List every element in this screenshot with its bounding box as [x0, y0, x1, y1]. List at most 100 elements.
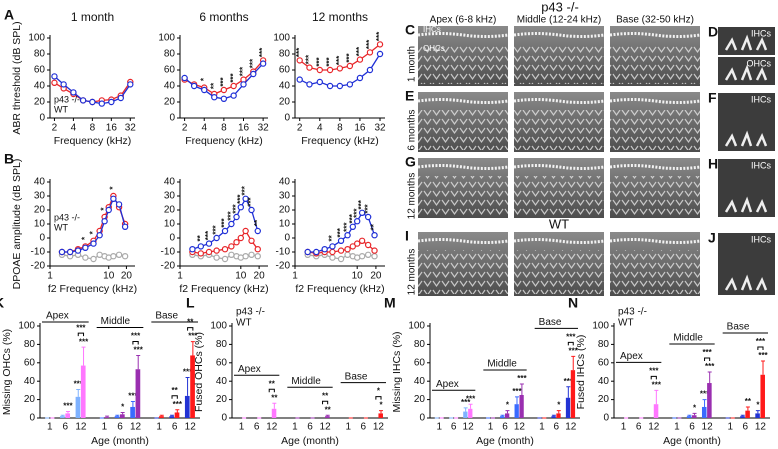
bar — [174, 412, 180, 418]
data-point — [98, 100, 106, 107]
bar — [65, 413, 71, 418]
data-point — [376, 50, 384, 58]
error-bar — [654, 389, 659, 405]
data-point — [346, 62, 354, 70]
data-point — [242, 253, 249, 260]
error-bar — [170, 414, 175, 417]
y-tick-label: 80 — [216, 339, 228, 350]
significance: *** — [63, 402, 73, 411]
significance: *** — [345, 52, 354, 62]
x-tick-label: 1 — [727, 422, 733, 433]
x-tick-label: 20 — [370, 271, 382, 282]
data-point — [115, 201, 123, 208]
error-bar — [500, 414, 505, 417]
inner-hair-cells — [609, 238, 701, 244]
inner-hair-cells — [417, 98, 509, 104]
bar — [692, 415, 697, 418]
stereocilia — [724, 274, 768, 291]
significance: *** — [173, 400, 183, 409]
x-axis-label: Age (month) — [476, 435, 534, 447]
micrograph-label: OHCs — [747, 58, 772, 68]
x-tick-label: 12 — [755, 422, 767, 433]
group-label: Middle — [101, 316, 131, 327]
y-tick-label: 0 — [169, 113, 175, 124]
data-point — [254, 227, 261, 235]
legend-label: p43 -/- — [54, 94, 80, 104]
data-point — [213, 234, 220, 242]
y-tick-label: -20 — [276, 261, 291, 272]
data-point — [329, 243, 336, 250]
y-tick-label: 20 — [34, 205, 46, 216]
x-tick-label: 1 — [292, 271, 298, 282]
stereocilia — [724, 34, 768, 51]
data-point — [356, 74, 364, 82]
error-bar — [272, 402, 277, 409]
significance: * — [100, 207, 109, 211]
comparison-bracket — [132, 340, 139, 345]
significance: *** — [247, 196, 256, 206]
data-point — [376, 41, 384, 48]
data-point — [321, 245, 328, 253]
data-point — [115, 251, 123, 258]
y-tick-label: 100 — [28, 33, 45, 44]
data-point — [296, 76, 303, 83]
micrograph-label: IHCs — [423, 25, 441, 34]
significance: *** — [204, 230, 213, 240]
data-point — [213, 254, 220, 261]
error-bar — [707, 371, 712, 384]
data-point — [213, 247, 220, 254]
bar — [325, 416, 330, 418]
significance: *** — [226, 210, 235, 220]
panel-letter: C — [405, 22, 415, 38]
micrograph-label: IHCs — [751, 94, 771, 104]
x-tick-label: 6 — [636, 422, 642, 433]
data-point — [221, 227, 229, 235]
x-tick-label: 8 — [90, 123, 96, 134]
data-point — [101, 217, 108, 225]
data-point — [79, 97, 87, 104]
panel-letter: J — [708, 230, 716, 246]
bar — [184, 395, 190, 418]
comparison-bracket — [375, 396, 382, 400]
data-point — [353, 217, 361, 225]
data-point — [110, 253, 117, 260]
comparison-bracket — [322, 400, 329, 405]
data-point — [237, 203, 245, 211]
x-tick-label: 6 — [63, 422, 69, 433]
significance: *** — [365, 39, 374, 49]
legend-label: WT — [618, 318, 634, 329]
bar — [514, 404, 519, 418]
x-tick-label: 4 — [201, 123, 207, 134]
significance: *** — [336, 227, 345, 237]
significance: *** — [74, 380, 84, 389]
comparison-label: *** — [702, 348, 712, 357]
panel-letter: N — [568, 295, 578, 311]
x-tick-label: 6 — [743, 422, 749, 433]
data-point — [329, 248, 336, 256]
group-label: Base — [539, 317, 562, 328]
panel-letter: D — [708, 24, 718, 40]
x-tick-label: 6 — [307, 422, 313, 433]
error-bar — [65, 411, 70, 414]
x-tick-label: 6 — [254, 422, 260, 433]
data-point — [326, 66, 334, 74]
y-tick-label: 40 — [34, 81, 46, 92]
error-bar — [463, 407, 468, 412]
data-point — [58, 248, 66, 256]
data-point — [371, 247, 378, 254]
x-axis-label: Age (month) — [281, 435, 339, 447]
x-tick-label: 12 — [185, 422, 197, 433]
y-axis-label: Missing IHCs (%) — [391, 331, 403, 412]
y-tick-label: 80 — [598, 339, 610, 350]
outer-hair-cells — [610, 44, 700, 84]
data-point — [90, 240, 97, 247]
y-tick-label: 40 — [24, 376, 36, 387]
y-tick-label: 80 — [34, 49, 46, 60]
comparison-label: *** — [566, 332, 576, 341]
x-tick-label: 10 — [103, 271, 115, 282]
significance: *** — [705, 362, 715, 371]
data-point — [205, 240, 213, 247]
y-tick-label: 30 — [34, 191, 46, 202]
bar — [104, 417, 110, 418]
bar — [468, 408, 473, 418]
